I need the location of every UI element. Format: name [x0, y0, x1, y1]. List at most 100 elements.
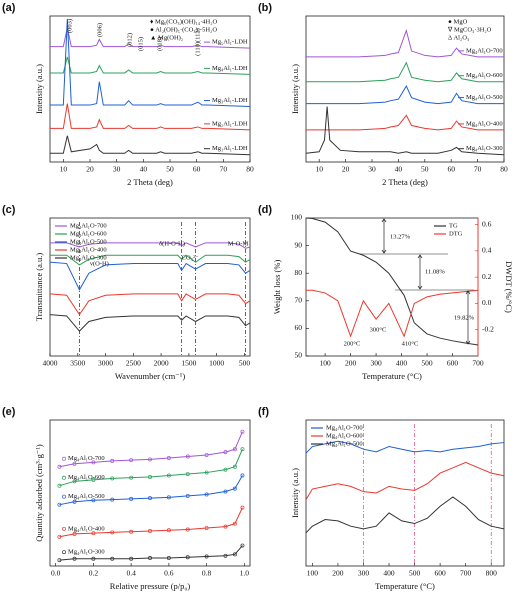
x-tick-label: 40	[395, 165, 403, 174]
x-tick-label: 300	[370, 359, 382, 368]
x-tick-label: 1000	[209, 359, 224, 368]
legend-label: Mg₄Al₁O-300	[466, 145, 503, 152]
data-point	[110, 476, 115, 481]
y-axis-label: Transmittance (a.u.)	[34, 253, 44, 322]
data-point	[185, 472, 190, 476]
legend-label: Mg₄Al₁O-600	[70, 230, 107, 237]
y-axis-label: Intensity (a.u.)	[290, 468, 300, 518]
legend-swatch	[62, 526, 66, 531]
x-tick-label: 4000	[43, 359, 58, 368]
x-tick-label: 1500	[181, 359, 196, 368]
series-line	[49, 293, 251, 316]
y-tick-label: 70	[295, 296, 303, 305]
x-tick-label: 0.8	[202, 569, 212, 578]
data-point	[240, 505, 245, 510]
x-axis-label: Temperature (°C)	[362, 371, 422, 381]
annotation: ▲ Mg(OH)₂	[150, 34, 183, 41]
arrow-head	[381, 249, 387, 254]
series-line	[50, 254, 251, 266]
series-line	[306, 289, 479, 338]
x-tick-label: 600	[435, 569, 447, 578]
data-point	[240, 447, 245, 452]
x-tick-label: 40	[140, 165, 148, 174]
x-tick-label: 30	[368, 165, 376, 174]
x-axis-label: Wavenumber (cm⁻¹)	[115, 371, 185, 381]
data-point	[240, 543, 245, 548]
data-point	[57, 483, 62, 488]
legend-label: Mg₄Al₁O-400	[68, 525, 105, 532]
plot-frame	[49, 419, 251, 567]
series-line	[50, 242, 251, 249]
x-tick-label: 500	[239, 359, 251, 368]
series-line	[50, 103, 251, 131]
x-tick-label: 600	[447, 359, 459, 368]
series-line	[305, 461, 505, 500]
annotation: ∇ MgCO₃·3H₂O	[447, 25, 492, 33]
series-line	[305, 217, 479, 346]
x-tick-label: 10	[60, 165, 68, 174]
data-point	[72, 479, 77, 484]
legend-swatch	[62, 475, 66, 480]
data-point	[91, 556, 96, 561]
annotation: 200°C	[344, 340, 361, 347]
data-point	[91, 477, 96, 482]
legend-label: Mg₄Al₁O-700	[68, 455, 105, 462]
y2-tick-label: 0.0	[482, 298, 492, 307]
legend-label: Mg₂Al₁-LDH	[212, 120, 248, 127]
data-point	[129, 556, 134, 561]
data-point	[129, 529, 134, 534]
data-point	[110, 556, 115, 561]
data-point	[166, 473, 171, 478]
annotation: CO₃²⁻	[182, 254, 199, 261]
series-line	[306, 114, 504, 131]
data-point	[204, 526, 209, 530]
data-point	[204, 470, 209, 475]
legend-label: Mg₄Al₁-LDH	[212, 65, 248, 72]
x-tick-label: 70	[474, 165, 482, 174]
y-axis-label: Weight loss (%)	[272, 260, 282, 315]
legend-swatch	[62, 456, 66, 461]
y2-tick-label: -0.2	[482, 324, 494, 333]
series-line	[50, 135, 251, 156]
y2-tick-label: 0.2	[482, 272, 492, 281]
annotation: (006)	[96, 23, 103, 37]
panel-label: (e)	[2, 406, 16, 418]
x-tick-label: 30	[113, 165, 121, 174]
data-point	[166, 456, 171, 460]
x-tick-label: 400	[396, 359, 408, 368]
plot-frame	[305, 15, 505, 163]
series-line	[49, 314, 251, 332]
panel-label: (a)	[2, 2, 16, 14]
annotation: ● Al₂(OH)₅·(CO₃)₂·5H₂O	[150, 26, 217, 33]
annotation: ν(O-H)	[90, 260, 109, 267]
data-point	[72, 499, 77, 504]
legend-swatch	[62, 494, 66, 499]
data-point	[57, 558, 62, 563]
legend-label: Mg₄Al₁O-600	[68, 474, 105, 481]
series-line	[306, 85, 504, 105]
x-tick-label: 60	[193, 165, 201, 174]
x-tick-label: 500	[421, 359, 433, 368]
panel-label: (b)	[258, 2, 272, 14]
plot-frame	[49, 217, 251, 357]
annotation: 19.82%	[454, 314, 475, 321]
x-tick-label: 60	[447, 165, 455, 174]
data-point	[185, 527, 190, 532]
data-point	[72, 556, 77, 561]
data-point	[57, 502, 62, 507]
legend-label: Mg₄Al₁O-500	[68, 493, 105, 500]
data-point	[223, 467, 228, 472]
arrow-head	[465, 290, 471, 295]
plot-frame	[305, 419, 505, 567]
legend-label: Mg₅Al₁-LDH	[212, 39, 248, 46]
annotation: 410°C	[402, 340, 419, 347]
x-tick-label: 0.6	[164, 569, 174, 578]
data-point	[129, 458, 134, 463]
y2-axis-label: DWDT (%/°C)	[504, 261, 514, 313]
x-tick-label: 80	[500, 165, 508, 174]
data-point	[110, 497, 115, 502]
y-axis-label: Quantity adsorbed (cm³·g⁻¹)	[34, 444, 44, 542]
annotation: Δ Al₂O₃	[448, 34, 469, 41]
arrow-head	[417, 254, 423, 259]
data-point	[148, 556, 152, 560]
